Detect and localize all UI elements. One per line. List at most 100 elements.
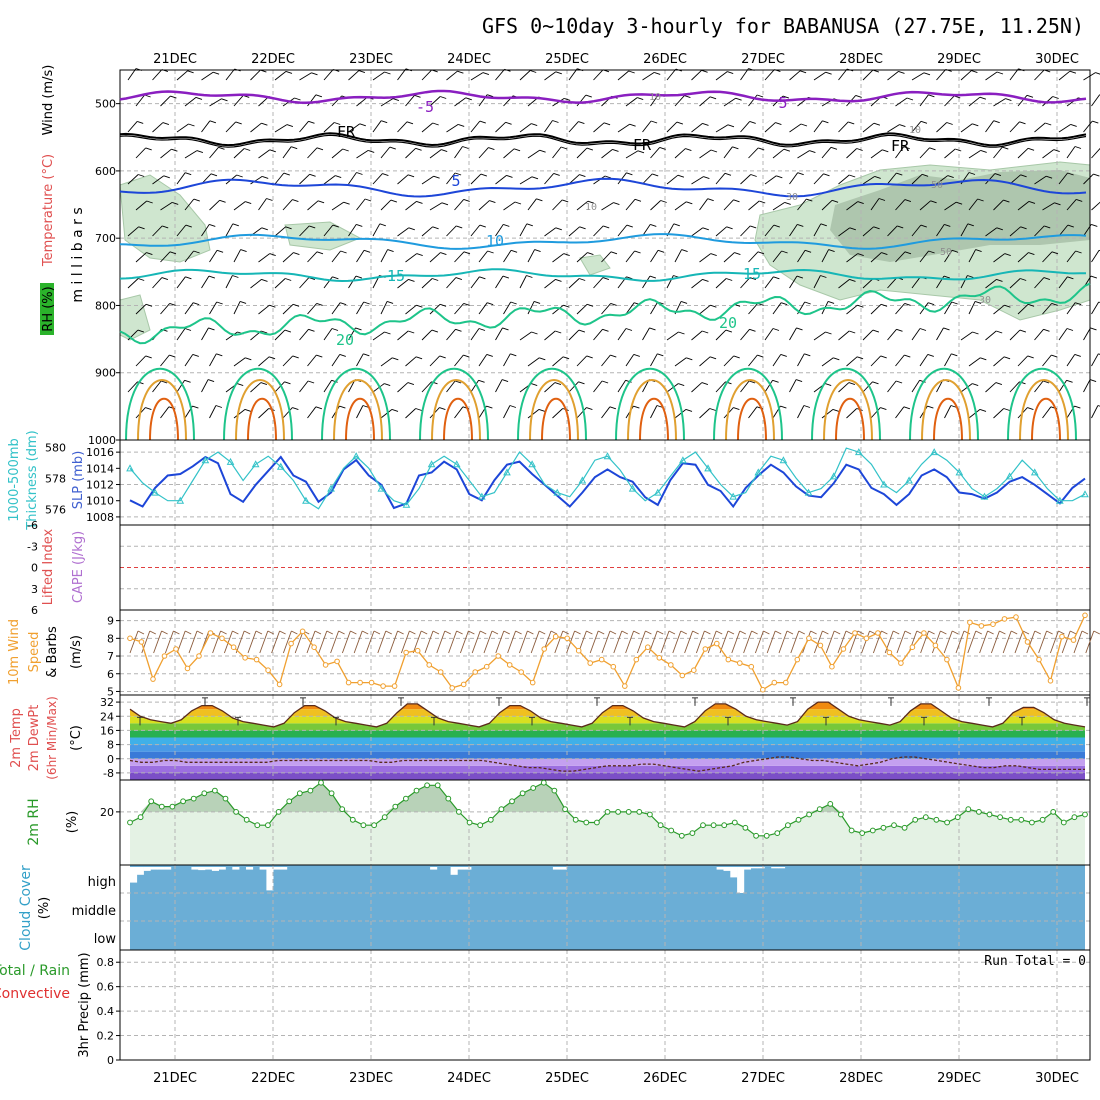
wind-barb-flag xyxy=(725,329,733,333)
wind-barb-flag xyxy=(1044,225,1051,229)
pressure-tick-label: 800 xyxy=(95,299,116,312)
slp-marker xyxy=(251,460,260,468)
date-label-top: 23DEC xyxy=(349,52,393,67)
slp-marker xyxy=(477,492,486,500)
rh2m-area xyxy=(130,782,1085,865)
wind-barb-flag xyxy=(773,224,780,228)
wind-barb xyxy=(968,198,978,211)
wind-barb-flag xyxy=(286,124,294,128)
cloud-units-label: (%) xyxy=(37,897,52,920)
wind-barb xyxy=(772,354,782,367)
wind-barb-flag xyxy=(610,251,618,255)
rh2m-marker xyxy=(774,830,781,836)
wind-barb xyxy=(617,70,629,81)
wind-barb xyxy=(429,303,441,315)
slp-marker xyxy=(729,492,738,500)
wind-barb xyxy=(356,301,365,315)
rh2m-marker xyxy=(328,790,335,797)
wind10m-speed-marker xyxy=(1024,639,1031,645)
wind-barb-flag xyxy=(872,69,880,73)
wind10m-speed-marker xyxy=(598,656,605,663)
rh2m-marker xyxy=(997,814,1003,821)
wind-barb xyxy=(568,121,579,133)
slp-tick-label: 1012 xyxy=(86,479,114,492)
wind-barb xyxy=(544,279,556,289)
wind-barb xyxy=(552,199,563,211)
wind-barb xyxy=(691,123,703,133)
wind-barb xyxy=(282,407,293,419)
wind-barb xyxy=(225,275,233,289)
temp2m-tick-label: 32 xyxy=(100,696,114,709)
wind-barb-flag xyxy=(531,123,538,127)
slp-marker xyxy=(276,462,285,470)
wind-barb xyxy=(568,278,580,289)
contour-label: 10 xyxy=(486,232,504,250)
wind-barb xyxy=(740,277,751,289)
wind-barb xyxy=(797,150,810,159)
wind-barb xyxy=(152,175,165,185)
wind-barb xyxy=(960,123,973,133)
wind10m-barb xyxy=(990,630,1000,654)
wind10m-speed-marker xyxy=(311,644,317,651)
wind10m-barb xyxy=(330,630,340,654)
wind-barb xyxy=(519,331,532,341)
wind-barb-flag xyxy=(269,149,276,153)
wind-barb-flag xyxy=(307,380,315,384)
wind-barb-flag xyxy=(1076,198,1083,202)
wind-barb xyxy=(919,147,930,159)
wind-barb xyxy=(887,380,897,393)
wind-barb xyxy=(478,250,488,263)
wind-barb xyxy=(282,146,292,159)
high-cloud-gap xyxy=(150,867,158,870)
wind-barb-flag xyxy=(439,355,446,359)
wind-barb-flag xyxy=(650,120,658,124)
wind-barb-flag xyxy=(734,252,741,256)
wind10m-speed-marker xyxy=(161,653,168,659)
slp-marker xyxy=(226,457,235,465)
wind-barb xyxy=(495,175,507,185)
pressure-tick-label: 600 xyxy=(95,165,116,178)
wind10m-speed-marker xyxy=(127,635,133,642)
wind-barb-flag xyxy=(185,276,192,280)
wind-barb-flag xyxy=(355,275,363,279)
wind-barb xyxy=(691,227,704,237)
wind-barb-flag xyxy=(927,405,934,409)
wind-barb xyxy=(715,173,726,185)
wind-barb-flag xyxy=(458,123,465,127)
rh2m-marker xyxy=(307,787,314,794)
wind-barb xyxy=(152,69,163,81)
wind-barb xyxy=(527,409,540,419)
surface-warm-contour xyxy=(713,367,783,441)
wind10m-speed-marker xyxy=(437,669,444,675)
wind-barb xyxy=(429,96,441,107)
wind-barb-flag xyxy=(221,98,228,102)
wind-barb xyxy=(176,172,186,185)
wind-barb xyxy=(821,199,833,211)
wind-barb xyxy=(887,71,899,81)
wind-barb xyxy=(372,223,381,237)
wind10m-barb-flag xyxy=(680,630,688,635)
wind-barb xyxy=(944,201,957,211)
wind10m-speed-marker xyxy=(1082,612,1088,619)
wind10m-barb xyxy=(896,630,906,654)
wind-barb xyxy=(764,328,774,341)
wind-barb-flag xyxy=(951,249,959,253)
surface-warm-contour xyxy=(529,379,579,441)
rh2m-marker xyxy=(742,824,749,831)
wind-barb xyxy=(691,330,703,341)
surface-warm-contour xyxy=(321,367,391,441)
wind-barb xyxy=(323,380,332,393)
wind-barb-flag xyxy=(684,95,691,99)
wind-barb xyxy=(601,149,613,159)
wind10m-speed-marker xyxy=(610,663,617,670)
wind10m-speed-line xyxy=(129,615,1086,691)
wind-barb xyxy=(405,356,417,367)
wind-barb xyxy=(593,329,603,341)
wind-barb xyxy=(813,275,821,289)
wind-barb xyxy=(699,96,711,107)
wind-barb-flag xyxy=(586,147,594,151)
wind-barb xyxy=(985,173,996,185)
wind10m-barb-flag xyxy=(338,630,345,635)
wind-barb-flag xyxy=(462,146,469,149)
wind-barb-flag xyxy=(1043,328,1050,332)
